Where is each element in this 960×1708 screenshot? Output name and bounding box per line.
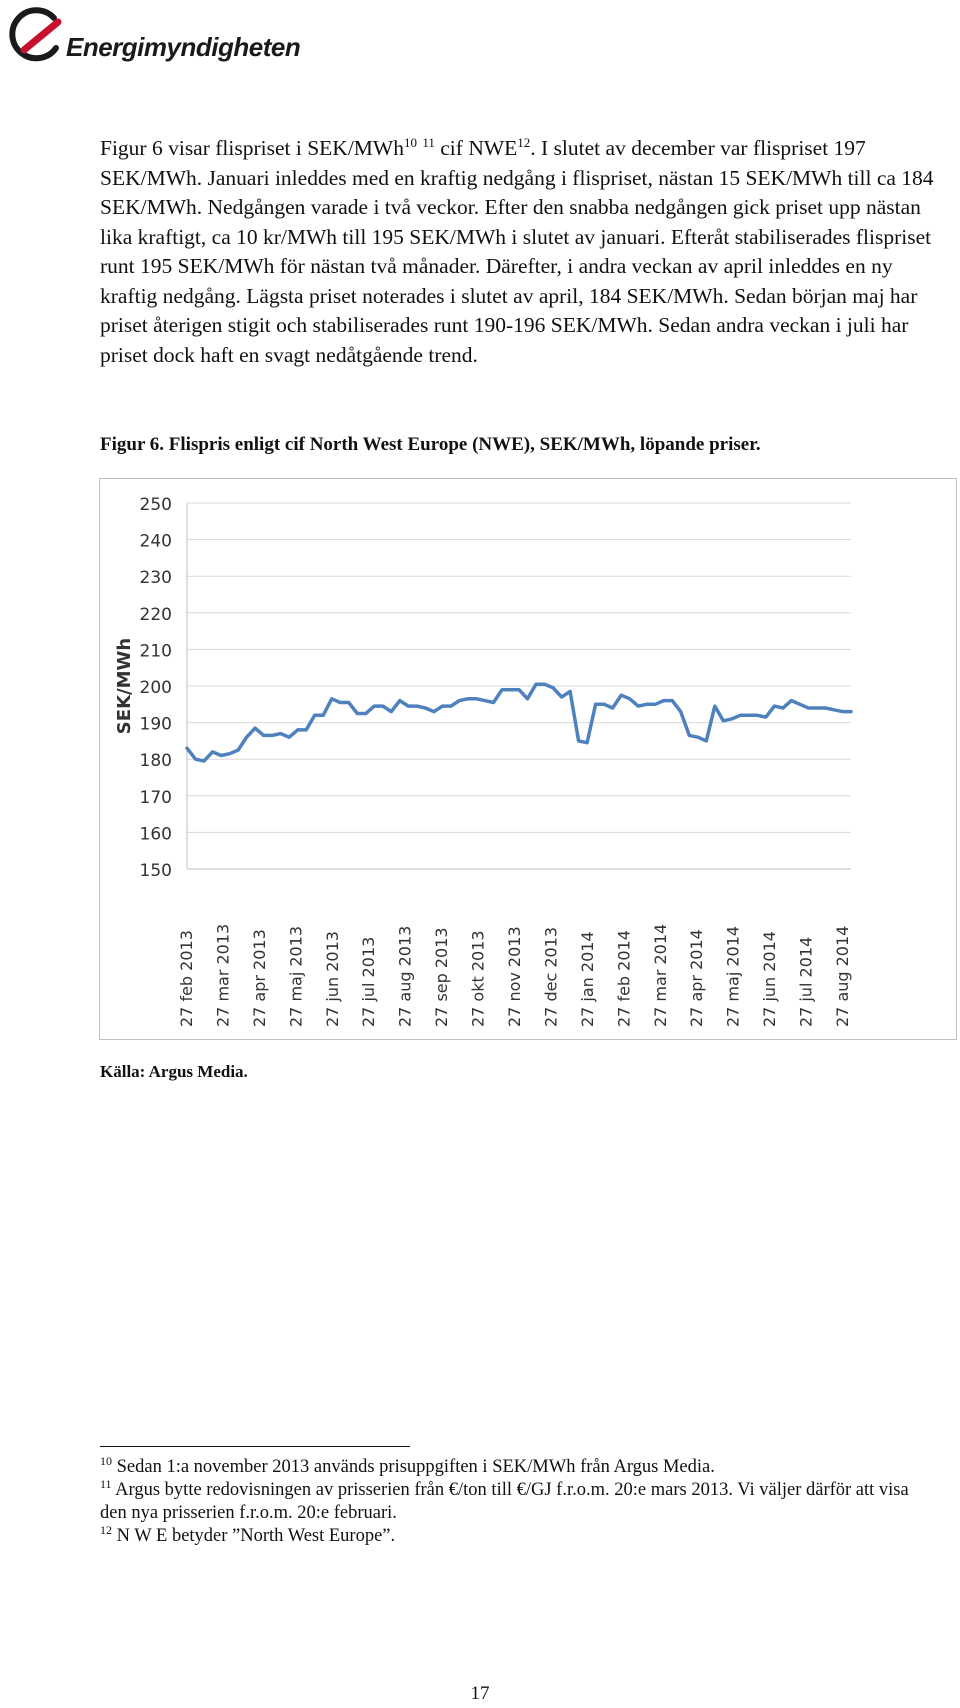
x-tick-label: 27 nov 2013 [505, 926, 524, 1027]
footnote-divider [100, 1446, 410, 1447]
footnotes: 10 Sedan 1:a november 2013 används prisu… [100, 1453, 940, 1548]
line-chart: 250 240 230 220 210 200 190 180 170 160 150 SEK/MWh… [114, 495, 853, 1027]
y-tick-label: 240 [140, 532, 172, 552]
logo-wordmark: Energimyndigheten [66, 32, 301, 62]
x-tick-label: 27 jun 2013 [323, 931, 342, 1027]
y-tick-label: 220 [140, 605, 172, 625]
y-tick-label: 170 [140, 788, 172, 808]
x-tick-label: 27 jul 2013 [359, 937, 378, 1027]
y-axis-title: SEK/MWh [114, 638, 135, 734]
footnote-number: 11 [100, 1476, 112, 1491]
x-tick-label: 27 mar 2014 [651, 924, 670, 1027]
x-tick-label: 27 jun 2014 [760, 931, 779, 1027]
footnote-ref-10[interactable]: 10 [403, 134, 417, 150]
footnote-number: 10 [100, 1453, 112, 1468]
y-tick-label: 230 [140, 568, 172, 588]
x-tick-label: 27 feb 2013 [177, 930, 196, 1027]
footnote-10: 10 Sedan 1:a november 2013 används prisu… [100, 1453, 940, 1479]
x-tick-label: 27 feb 2014 [614, 930, 633, 1027]
y-tick-label: 190 [140, 715, 172, 735]
figure-caption: Figur 6. Flispris enligt cif North West … [100, 434, 761, 455]
price-series-line [185, 682, 853, 763]
footnote-text: Argus bytte redovisningen av prisserien … [100, 1480, 909, 1523]
energimyndigheten-logo: Energimyndigheten [6, 4, 301, 64]
footnote-ref-11[interactable]: 11 [422, 134, 435, 150]
y-tick-label: 150 [140, 861, 172, 881]
y-tick-label: 180 [140, 751, 172, 771]
logo-mark-icon [9, 7, 62, 62]
footnote-12: 12 N W E betyder ”North West Europe”. [100, 1522, 940, 1548]
x-tick-label: 27 okt 2013 [469, 930, 488, 1027]
x-tick-label: 27 jul 2014 [797, 937, 816, 1027]
x-tick-label: 27 apr 2013 [250, 929, 269, 1027]
footnote-11: 11 Argus bytte redovisningen av prisseri… [100, 1476, 940, 1525]
y-tick-label: 250 [140, 495, 172, 515]
x-tick-label: 27 aug 2014 [833, 926, 852, 1027]
footnote-text: N W E betyder ”North West Europe”. [112, 1526, 396, 1546]
x-tick-label: 27 apr 2014 [687, 929, 706, 1027]
x-tick-label: 27 maj 2014 [724, 926, 743, 1027]
body-text-3: . I slutet av december var flispriset 19… [100, 136, 934, 367]
x-tick-label: 27 mar 2013 [213, 924, 232, 1027]
y-tick-label: 160 [140, 824, 172, 844]
body-text-2: cif NWE [434, 136, 518, 160]
y-tick-label: 200 [140, 678, 172, 698]
body-paragraph: Figur 6 visar flispriset i SEK/MWh10 11 … [100, 134, 940, 370]
chart-container: 250 240 230 220 210 200 190 180 170 160 150 SEK/MWh… [99, 478, 957, 1040]
page-number: 17 [470, 1683, 490, 1704]
x-tick-label: 27 jan 2014 [578, 931, 597, 1027]
y-tick-label: 210 [140, 641, 172, 661]
footnote-ref-12[interactable]: 12 [517, 134, 531, 150]
footnote-text: Sedan 1:a november 2013 används prisuppg… [112, 1457, 715, 1477]
x-tick-label: 27 sep 2013 [432, 927, 451, 1027]
body-text-1: Figur 6 visar flispriset i SEK/MWh [100, 136, 404, 160]
x-tick-label: 27 aug 2013 [396, 926, 415, 1027]
x-tick-label: 27 maj 2013 [286, 926, 305, 1027]
chart-source: Källa: Argus Media. [100, 1062, 248, 1081]
footnote-number: 12 [100, 1522, 112, 1537]
x-tick-label: 27 dec 2013 [541, 927, 560, 1027]
